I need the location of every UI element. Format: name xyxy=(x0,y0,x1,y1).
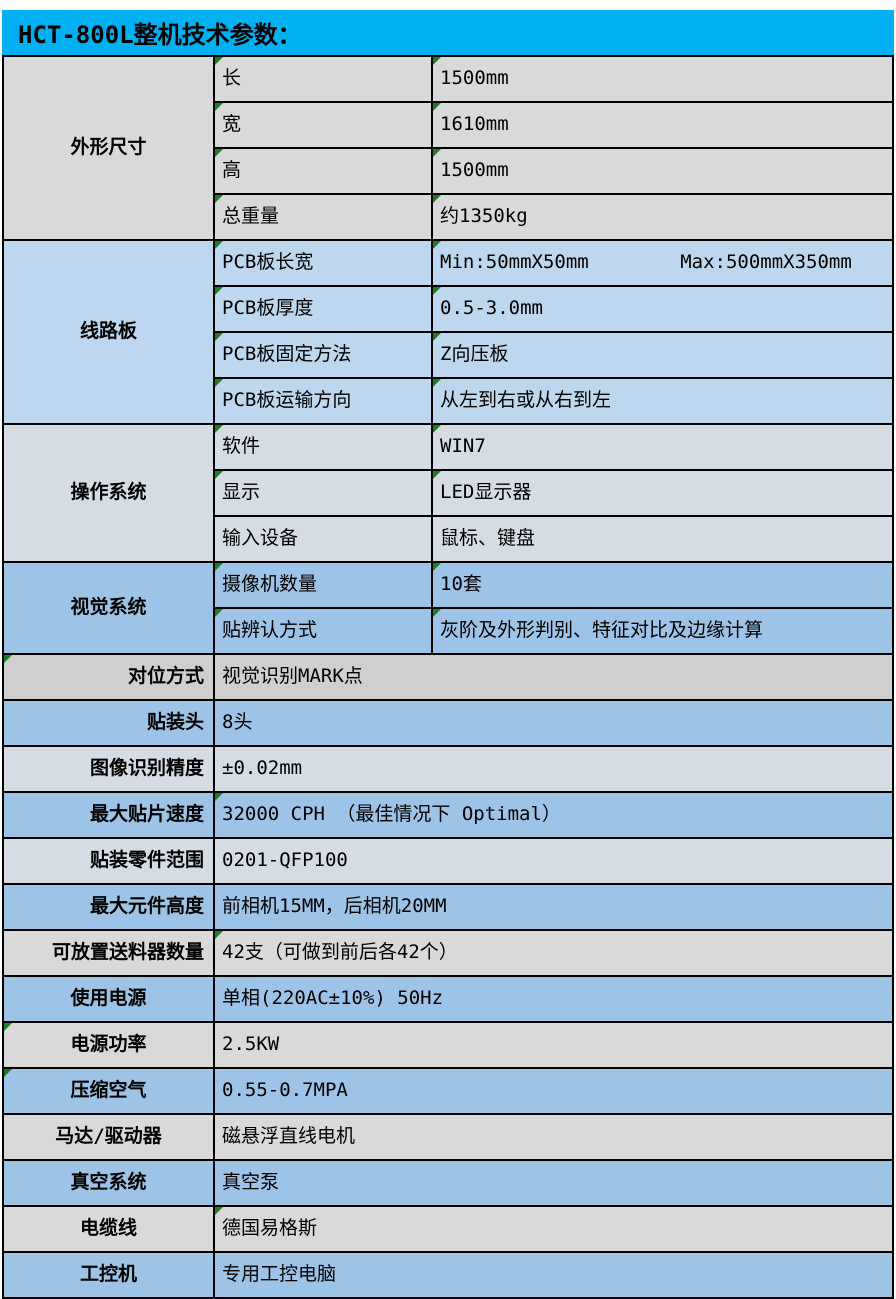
spec-label: 长 xyxy=(213,55,433,103)
spec-label: PCB板厚度 xyxy=(213,285,433,333)
spec-label: 图像识别精度 xyxy=(2,745,215,793)
table-row: 贴辨认方式 灰阶及外形判别、特征对比及边缘计算 xyxy=(3,607,894,655)
spec-value: 2.5KW xyxy=(213,1021,894,1069)
spec-label: PCB板运输方向 xyxy=(213,377,433,425)
spec-sheet: HCT-800L整机技术参数： 外形尺寸 长 1500mm 宽 1610mm 高… xyxy=(2,10,894,1299)
spec-value: 1500mm xyxy=(431,147,894,195)
group-cell-pcb: 线路板 xyxy=(2,239,215,425)
spec-label: 电源功率 xyxy=(2,1021,215,1069)
spec-value: 42支（可做到前后各42个） xyxy=(213,929,894,977)
spec-value: Z向压板 xyxy=(431,331,894,379)
spec-value: WIN7 xyxy=(431,423,894,471)
page-title: HCT-800L整机技术参数： xyxy=(18,21,302,49)
spec-value: 鼠标、键盘 xyxy=(431,515,894,563)
group-cell-dimensions: 外形尺寸 xyxy=(2,55,215,241)
spec-value: 单相(220AC±10%) 50Hz xyxy=(213,975,894,1023)
spec-value: 0.5-3.0mm xyxy=(431,285,894,333)
table-row: 输入设备 鼠标、键盘 xyxy=(3,515,894,563)
table-row: 电缆线 德国易格斯 xyxy=(2,1205,894,1253)
spec-label: 马达/驱动器 xyxy=(2,1113,215,1161)
table-row: 使用电源 单相(220AC±10%) 50Hz xyxy=(2,975,894,1023)
spec-table: 外形尺寸 长 1500mm 宽 1610mm 高 1500mm 总重量 约135… xyxy=(2,55,894,1299)
spec-value: 1610mm xyxy=(431,101,894,149)
spec-label: 可放置送料器数量 xyxy=(2,929,215,977)
spec-value: 德国易格斯 xyxy=(213,1205,894,1253)
table-row: 外形尺寸 长 1500mm xyxy=(2,55,894,241)
spec-label: 输入设备 xyxy=(213,515,433,563)
spec-value: 10套 xyxy=(431,561,894,609)
spec-label: 贴装头 xyxy=(2,699,215,747)
spec-value: 约1350kg xyxy=(431,193,894,241)
table-row: 宽 1610mm xyxy=(3,101,894,149)
table-row: 对位方式 视觉识别MARK点 xyxy=(2,653,894,701)
spec-label: 软件 xyxy=(213,423,433,471)
spec-value: 磁悬浮直线电机 xyxy=(213,1113,894,1161)
table-row: 马达/驱动器 磁悬浮直线电机 xyxy=(2,1113,894,1161)
spec-label: 电缆线 xyxy=(2,1205,215,1253)
table-row: 最大贴片速度 32000 CPH （最佳情况下 Optimal） xyxy=(2,791,894,839)
group-cell-os: 操作系统 xyxy=(2,423,215,563)
spec-value: 0201-QFP100 xyxy=(213,837,894,885)
spec-label: 总重量 xyxy=(213,193,433,241)
spec-label: 工控机 xyxy=(2,1251,215,1299)
table-row: 视觉系统 摄像机数量 10套 xyxy=(2,561,894,655)
spec-value: 1500mm xyxy=(431,55,894,103)
spec-value: 视觉识别MARK点 xyxy=(213,653,894,701)
spec-value: 前相机15MM，后相机20MM xyxy=(213,883,894,931)
spec-value: 32000 CPH （最佳情况下 Optimal） xyxy=(213,791,894,839)
table-row: 可放置送料器数量 42支（可做到前后各42个） xyxy=(2,929,894,977)
spec-value: Min:50mmX50mm Max:500mmX350mm xyxy=(431,239,894,287)
table-row: 贴装头 8头 xyxy=(2,699,894,747)
spec-value: 专用工控电脑 xyxy=(213,1251,894,1299)
spec-label: 最大贴片速度 xyxy=(2,791,215,839)
spec-value: LED显示器 xyxy=(431,469,894,517)
spec-value: 从左到右或从右到左 xyxy=(431,377,894,425)
spec-value: 0.55-0.7MPA xyxy=(213,1067,894,1115)
spec-label: 贴辨认方式 xyxy=(213,607,433,655)
spec-label: 贴装零件范围 xyxy=(2,837,215,885)
spec-value: 真空泵 xyxy=(213,1159,894,1207)
table-row: 图像识别精度 ±0.02mm xyxy=(2,745,894,793)
table-row: 操作系统 软件 WIN7 xyxy=(2,423,894,563)
table-row: 压缩空气 0.55-0.7MPA xyxy=(2,1067,894,1115)
spec-label: 宽 xyxy=(213,101,433,149)
spec-label: 压缩空气 xyxy=(2,1067,215,1115)
table-row: 线路板 PCB板长宽 Min:50mmX50mm Max:500mmX350mm xyxy=(2,239,894,425)
spec-value: ±0.02mm xyxy=(213,745,894,793)
spec-label: 真空系统 xyxy=(2,1159,215,1207)
group-cell-vision: 视觉系统 xyxy=(2,561,215,655)
spec-label: 显示 xyxy=(213,469,433,517)
spec-label: PCB板固定方法 xyxy=(213,331,433,379)
table-row: 贴装零件范围 0201-QFP100 xyxy=(2,837,894,885)
table-row: 最大元件高度 前相机15MM，后相机20MM xyxy=(2,883,894,931)
spec-label: 高 xyxy=(213,147,433,195)
table-row: 工控机 专用工控电脑 xyxy=(2,1251,894,1299)
spec-label: PCB板长宽 xyxy=(213,239,433,287)
title-bar: HCT-800L整机技术参数： xyxy=(2,10,894,55)
spec-label: 对位方式 xyxy=(2,653,215,701)
table-row: 真空系统 真空泵 xyxy=(2,1159,894,1207)
spec-value: 8头 xyxy=(213,699,894,747)
spec-label: 使用电源 xyxy=(2,975,215,1023)
spec-value: 灰阶及外形判别、特征对比及边缘计算 xyxy=(431,607,894,655)
spec-label: 最大元件高度 xyxy=(2,883,215,931)
spec-label: 摄像机数量 xyxy=(213,561,433,609)
table-row: 电源功率 2.5KW xyxy=(2,1021,894,1069)
